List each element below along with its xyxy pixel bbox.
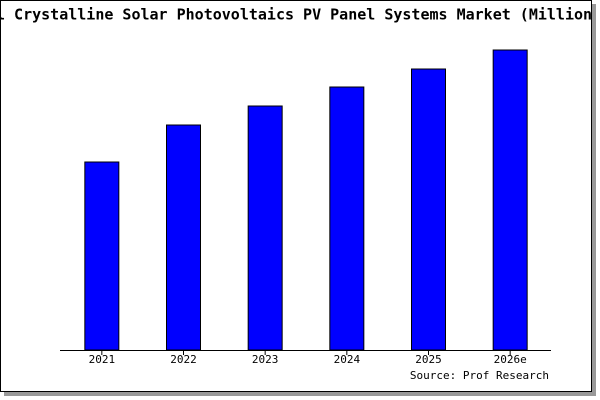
x-tick-label: 2021: [89, 353, 116, 366]
bar: [247, 105, 283, 351]
bar: [411, 68, 446, 351]
source: Source: Prof Research: [410, 369, 549, 382]
bar: [329, 86, 365, 351]
chart-title: l Crystalline Solar Photovoltaics PV Pan…: [0, 6, 592, 24]
bar: [492, 49, 528, 351]
x-tick-label: 2023: [252, 353, 279, 366]
x-tick-label: 2022: [170, 353, 197, 366]
bar: [84, 161, 120, 351]
x-tick-label: 2024: [334, 353, 361, 366]
x-tick-label: 2026e: [494, 353, 527, 366]
bar: [166, 124, 201, 351]
x-tick-label: 2025: [415, 353, 442, 366]
